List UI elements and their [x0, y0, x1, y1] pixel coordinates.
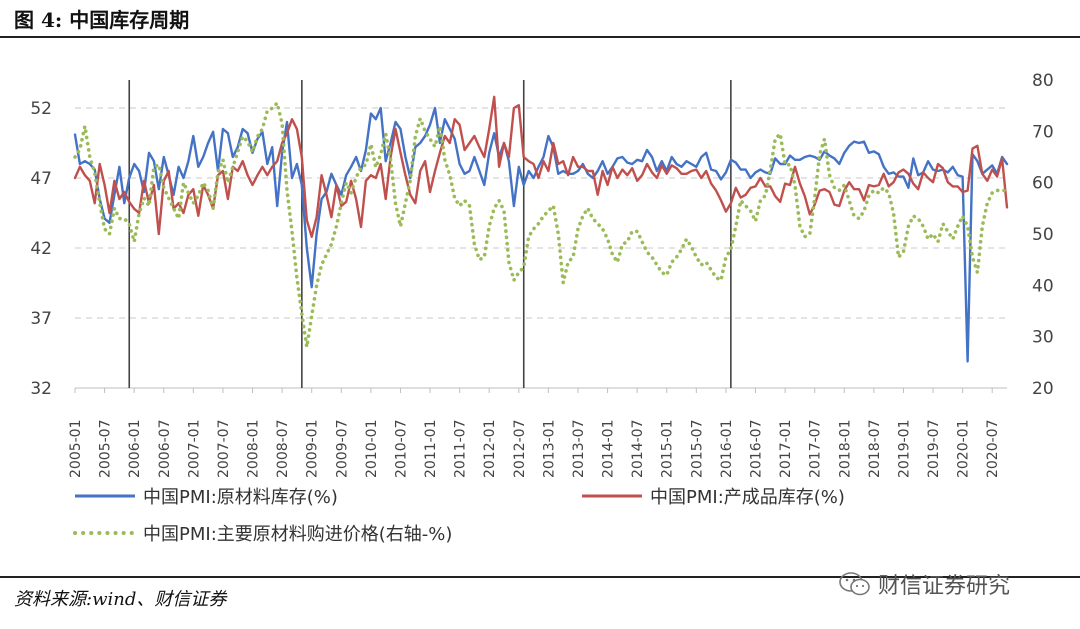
- x-tick-label: 2008-01: [246, 420, 262, 479]
- y-right-tick-label: 80: [1032, 71, 1054, 91]
- x-tick-label: 2008-07: [275, 420, 291, 479]
- legend-label: 中国PMI:产成品库存(%): [650, 487, 845, 508]
- y-right-tick-label: 30: [1032, 328, 1054, 348]
- y-left-tick-label: 42: [30, 239, 52, 259]
- x-tick-label: 2007-07: [216, 420, 232, 479]
- x-tick-label: 2005-01: [68, 420, 84, 479]
- x-tick-label: 2011-01: [423, 420, 439, 479]
- legend: 中国PMI:原材料库存(%) 中国PMI:产成品库存(%) 中国PMI:主要原材料购…: [73, 487, 845, 545]
- watermark: 财信证券研究: [838, 566, 1010, 602]
- inventory-cycle-chart: 32 37 42 47 52 20 30 40 50 60 70 80 2005-01 2005-07 20…: [30, 71, 1053, 545]
- bottom-rule: [0, 576, 1080, 578]
- series-finished-goods-inventory: [73, 95, 1009, 238]
- y-left-tick-label: 32: [30, 379, 52, 399]
- x-tick-label: 2010-07: [393, 420, 409, 479]
- source-note: 资料来源:wind、财信证券: [14, 589, 227, 610]
- x-tick-label: 2006-01: [127, 420, 143, 479]
- y-right-tick-label: 40: [1032, 276, 1054, 296]
- x-tick-label: 2007-01: [186, 420, 202, 479]
- legend-label: 中国PMI:主要原材料购进价格(右轴-%): [143, 524, 452, 545]
- y-left-tick-label: 37: [30, 309, 52, 329]
- x-tick-label: 2016-01: [719, 420, 735, 479]
- x-tick-label: 2014-01: [601, 420, 617, 479]
- x-tick-label: 2013-01: [541, 420, 557, 479]
- x-tick-label: 2011-07: [453, 420, 469, 478]
- x-tick-label: 2005-07: [98, 420, 114, 479]
- legend-label: 中国PMI:原材料库存(%): [143, 487, 338, 508]
- x-tick-label: 2014-07: [630, 420, 646, 479]
- x-tick-label: 2012-07: [512, 420, 528, 479]
- watermark-text: 财信证券研究: [878, 574, 1011, 599]
- x-tick-label: 2017-07: [808, 420, 824, 479]
- figure-title: 图 4: 中国库存周期: [14, 8, 190, 32]
- y-right-tick-label: 70: [1032, 122, 1054, 142]
- x-tick-label: 2016-07: [749, 420, 765, 479]
- x-tick-label: 2015-01: [660, 420, 676, 479]
- x-tick-label: 2018-01: [837, 420, 853, 479]
- x-tick-label: 2019-01: [896, 420, 912, 479]
- x-tick-label: 2009-07: [334, 420, 350, 479]
- x-tick-label: 2019-07: [926, 420, 942, 479]
- x-tick-label: 2013-07: [571, 420, 587, 479]
- y-right-tick-label: 60: [1032, 174, 1054, 194]
- series-layer: [73, 95, 1009, 363]
- x-tick-label: 2015-07: [689, 420, 705, 479]
- y-left-tick-label: 47: [30, 169, 52, 189]
- x-tick-label: 2018-07: [867, 420, 883, 479]
- x-tick-label: 2020-07: [985, 420, 1001, 478]
- top-rule: [0, 36, 1080, 38]
- series-raw-material-price: [73, 101, 1009, 349]
- wechat-icon: [839, 572, 870, 596]
- x-tick-label: 2010-01: [364, 420, 380, 479]
- x-tick-label: 2012-01: [482, 420, 498, 479]
- x-tick-label: 2006-07: [157, 420, 173, 479]
- axis-labels: 32 37 42 47 52 20 30 40 50 60 70 80 2005-01 2005-07 20…: [30, 71, 1053, 478]
- y-right-tick-label: 20: [1032, 379, 1054, 399]
- cycle-markers: [128, 80, 732, 388]
- y-left-tick-label: 52: [30, 99, 52, 119]
- x-tick-label: 2017-01: [778, 420, 794, 479]
- x-tick-label: 2009-01: [305, 420, 321, 479]
- y-right-tick-label: 50: [1032, 225, 1054, 245]
- x-tick-label: 2020-01: [956, 420, 972, 479]
- series-raw-material-inventory: [73, 106, 1009, 363]
